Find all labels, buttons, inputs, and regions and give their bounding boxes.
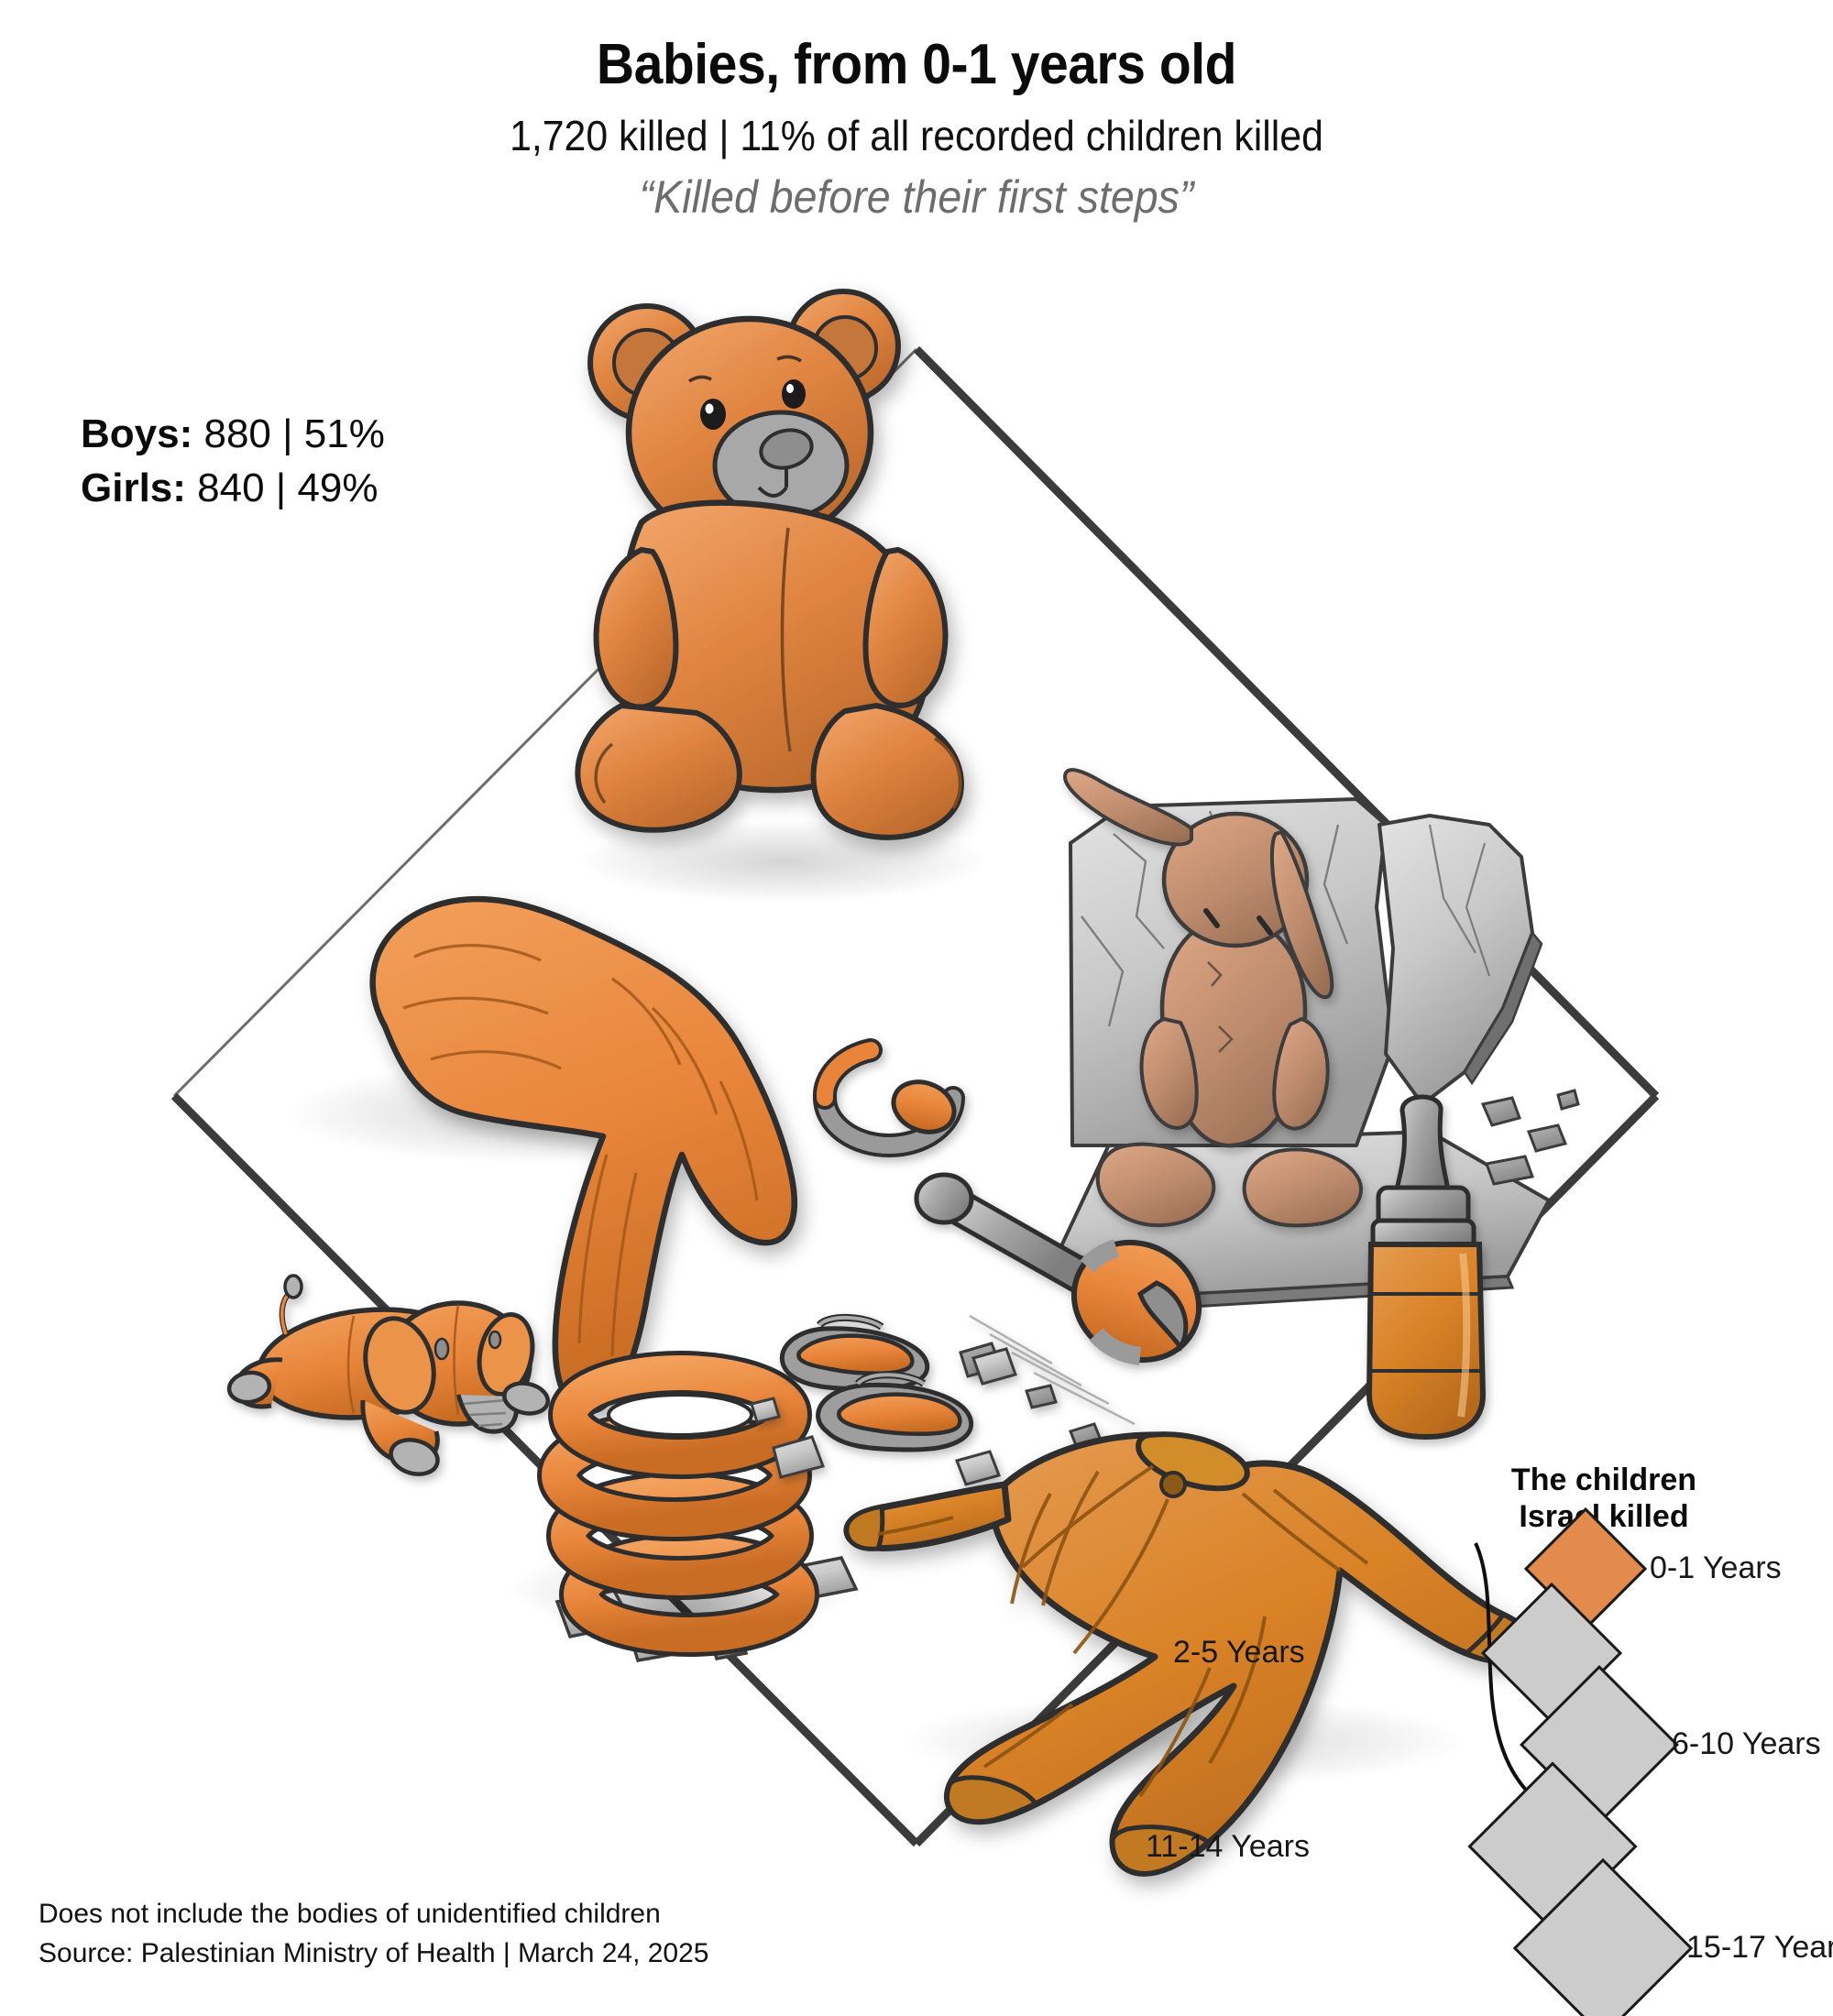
footer-source: Source: Palestinian Ministry of Health |… bbox=[38, 1937, 709, 1968]
teething-ring bbox=[812, 1038, 965, 1157]
boys-value: 880 | 51% bbox=[203, 411, 385, 456]
boys-label: Boys: bbox=[81, 411, 193, 456]
girls-value: 840 | 49% bbox=[197, 465, 379, 510]
girls-label: Girls: bbox=[81, 465, 186, 510]
plush-bunny-in-rubble bbox=[1058, 768, 1580, 1309]
teddy-bear bbox=[575, 289, 964, 840]
girls-stat-row: Girls: 840 | 49% bbox=[81, 462, 385, 516]
baby-bottle bbox=[1366, 1094, 1487, 1441]
rattle-broken bbox=[914, 1172, 1202, 1452]
boys-stat-row: Boys: 880 | 51% bbox=[81, 408, 385, 462]
orange-blanket bbox=[369, 895, 797, 1415]
footer-notes: Does not include the bodies of unidentif… bbox=[38, 1895, 708, 1973]
legend-label-6-10[interactable]: 6-10 Years bbox=[1672, 1726, 1821, 1761]
age-group-legend: The children Israel killed 0-1 Years 2-5… bbox=[1146, 1448, 1833, 2016]
legend-label-2-5[interactable]: 2-5 Years bbox=[1173, 1635, 1305, 1670]
baby-sandals bbox=[750, 1313, 1017, 1486]
legend-label-0-1[interactable]: 0-1 Years bbox=[1650, 1550, 1782, 1585]
legend-title: The children Israel killed bbox=[1510, 1463, 1697, 1535]
gender-breakdown: Boys: 880 | 51% Girls: 840 | 49% bbox=[81, 408, 385, 515]
stacking-rings bbox=[537, 1351, 859, 1662]
scene-illustration bbox=[170, 289, 1660, 1877]
illustration-stage bbox=[0, 275, 1833, 1924]
subtitle-stat: 1,720 killed | 11% of all recorded child… bbox=[510, 112, 1323, 160]
legend-diamond-15-17[interactable] bbox=[1512, 1857, 1694, 2016]
legend-label-11-14[interactable]: 11-14 Years bbox=[1146, 1829, 1310, 1864]
legend-diamonds bbox=[1467, 1507, 1694, 2016]
baby-onesie bbox=[843, 1431, 1532, 1877]
tagline-quote: “Killed before their first steps” bbox=[639, 171, 1194, 224]
page-title: Babies, from 0-1 years old bbox=[596, 33, 1237, 96]
legend-label-15-17[interactable]: 15-17 Years bbox=[1686, 1930, 1833, 1965]
header: Babies, from 0-1 years old 1,720 killed … bbox=[0, 0, 1833, 224]
footer-disclaimer: Does not include the bodies of unidentif… bbox=[38, 1899, 661, 1929]
plush-elephant bbox=[226, 1274, 550, 1476]
